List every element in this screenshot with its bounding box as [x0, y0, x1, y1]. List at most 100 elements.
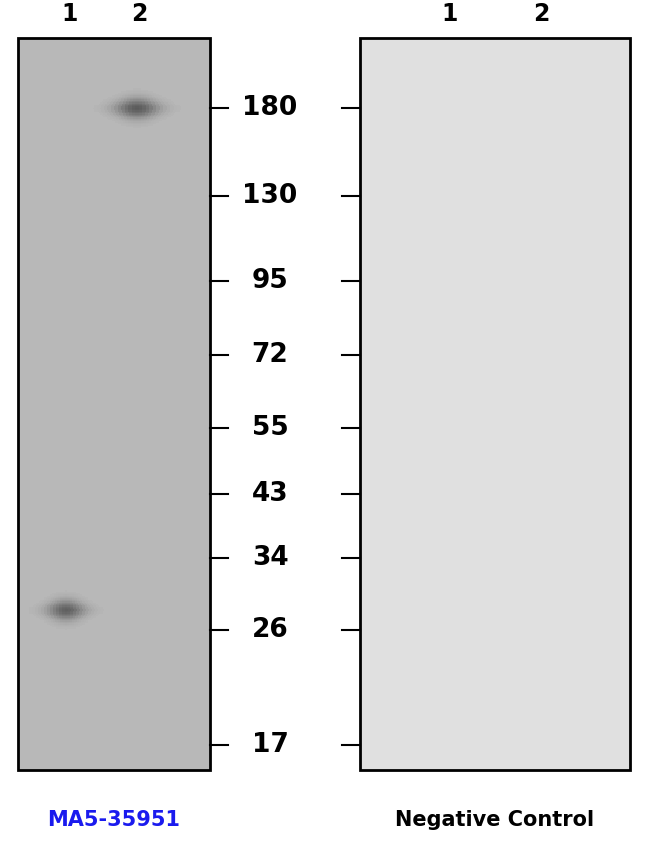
Bar: [41, 610, 44, 612]
Bar: [129, 110, 132, 112]
Bar: [48, 621, 51, 622]
Bar: [132, 109, 135, 110]
Bar: [161, 113, 164, 115]
Bar: [83, 596, 85, 597]
Bar: [75, 601, 77, 603]
Bar: [125, 91, 128, 93]
Bar: [95, 615, 98, 616]
Bar: [40, 604, 43, 605]
Bar: [168, 113, 171, 115]
Bar: [77, 600, 79, 601]
Bar: [73, 608, 77, 610]
Bar: [152, 112, 155, 113]
Bar: [126, 90, 128, 91]
Bar: [129, 112, 132, 113]
Bar: [65, 621, 67, 622]
Bar: [80, 617, 83, 619]
Bar: [89, 600, 92, 601]
Bar: [163, 106, 166, 108]
Bar: [124, 91, 125, 93]
Bar: [133, 115, 135, 116]
Bar: [59, 614, 62, 615]
Bar: [79, 615, 81, 616]
Bar: [73, 610, 77, 612]
Bar: [153, 110, 156, 112]
Bar: [151, 121, 154, 123]
Bar: [53, 607, 56, 608]
Bar: [146, 124, 148, 126]
Bar: [70, 614, 73, 615]
Bar: [51, 623, 54, 624]
Bar: [88, 612, 91, 614]
Bar: [91, 616, 94, 617]
Bar: [155, 96, 157, 98]
Bar: [62, 608, 64, 610]
Bar: [55, 600, 57, 601]
Bar: [118, 98, 122, 100]
Bar: [146, 103, 149, 105]
Bar: [84, 598, 86, 600]
Bar: [146, 106, 150, 108]
Text: 2: 2: [533, 2, 549, 26]
Bar: [56, 622, 58, 623]
Bar: [135, 105, 138, 106]
Bar: [79, 604, 81, 605]
Bar: [157, 115, 160, 116]
Bar: [112, 112, 116, 113]
Bar: [62, 623, 65, 624]
Bar: [94, 610, 98, 612]
Bar: [84, 619, 86, 621]
Bar: [98, 110, 101, 112]
Bar: [65, 596, 67, 597]
Bar: [79, 598, 81, 600]
Bar: [133, 121, 136, 123]
Bar: [129, 105, 132, 106]
Bar: [113, 117, 116, 119]
Bar: [120, 123, 123, 124]
Bar: [153, 98, 155, 100]
Bar: [164, 98, 167, 100]
Bar: [56, 614, 59, 615]
Bar: [81, 596, 83, 597]
Bar: [73, 594, 76, 596]
Bar: [49, 597, 51, 598]
Bar: [131, 123, 133, 124]
Bar: [174, 109, 177, 110]
Bar: [73, 604, 75, 605]
Bar: [70, 600, 72, 601]
Bar: [83, 597, 85, 598]
Bar: [53, 608, 55, 610]
Bar: [59, 616, 62, 617]
Bar: [136, 98, 138, 100]
Bar: [114, 101, 117, 102]
Bar: [57, 600, 60, 601]
Bar: [78, 603, 81, 604]
Bar: [60, 600, 62, 601]
Bar: [104, 108, 107, 109]
Bar: [70, 608, 73, 610]
Bar: [142, 100, 144, 101]
Bar: [148, 116, 150, 117]
Bar: [101, 115, 105, 116]
Bar: [151, 120, 154, 121]
Bar: [58, 596, 60, 597]
Bar: [64, 610, 68, 612]
Bar: [51, 615, 53, 616]
Bar: [72, 593, 73, 594]
Bar: [163, 101, 166, 102]
Bar: [32, 607, 35, 608]
Bar: [176, 110, 180, 112]
Bar: [59, 604, 62, 605]
Bar: [150, 106, 153, 108]
Bar: [76, 614, 79, 615]
Bar: [114, 108, 118, 109]
Bar: [55, 601, 57, 603]
Bar: [148, 115, 151, 116]
Bar: [122, 106, 125, 108]
Bar: [150, 98, 153, 100]
Bar: [58, 597, 60, 598]
Bar: [89, 619, 92, 621]
Bar: [132, 103, 135, 105]
Bar: [116, 96, 119, 98]
Bar: [51, 622, 53, 623]
